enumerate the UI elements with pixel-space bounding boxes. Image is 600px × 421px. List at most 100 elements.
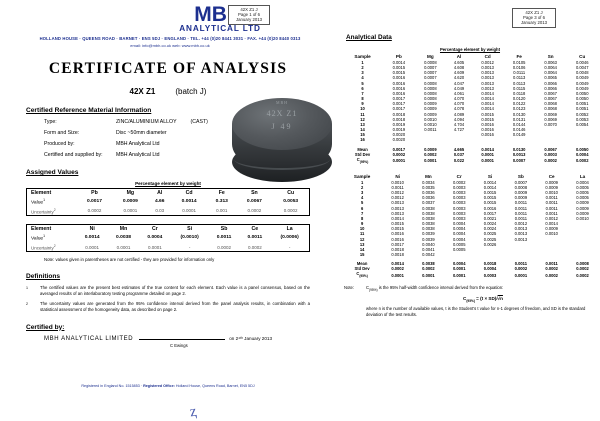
sample-number: 3	[360, 190, 364, 196]
stat-value: 0.0007	[512, 158, 526, 164]
stat-row: C(95%) 0.0001 0.0001 0.0001 0.0003 0.0001 0.00…	[342, 271, 598, 279]
stat-value: 0.0004	[483, 266, 497, 272]
cell-value: 0.0012	[514, 221, 528, 227]
assigned-values-heading: Assigned Values	[26, 169, 79, 176]
cell-value: 0.0008	[424, 80, 437, 86]
crm-value: ZINC/ALUMINIUM ALLOY	[116, 119, 177, 125]
cell-value: 4.66	[154, 199, 165, 205]
table-row: 14 0.0018 0.0041 0.0005	[342, 247, 598, 252]
definitions-heading: Definitions	[26, 273, 61, 281]
page-ref-box-left: 42X Z1 J Page 1 of 6 January 2013	[228, 5, 270, 25]
cell-value: 0.0015	[481, 111, 494, 117]
column-header: Mn	[425, 173, 432, 179]
cell-value: 4.078	[453, 106, 465, 112]
registration-footer: Registered in England No. 1515853 · Regi…	[0, 384, 336, 388]
stat-label: Mean	[357, 146, 368, 152]
material-id: 42X Z1 (batch J)	[0, 87, 336, 96]
cell-value: 0.0017	[391, 241, 404, 247]
definition-item: 2 The uncertainty values are generated f…	[26, 301, 310, 312]
crm-info-row: Form and Size: Disc ~50mm diameter	[44, 130, 336, 136]
right-column: Analytical Data Percentage element by we…	[340, 34, 600, 318]
cell-value: 0.0111	[513, 70, 526, 76]
stat-label: C(95%)	[356, 156, 369, 164]
table-row: 13 0.0019 0.0010 4.704 0.0016 0.0144 0.0070 0.0…	[342, 122, 598, 127]
cell-value: 0.0013	[481, 75, 494, 81]
cell-value: 0.0010	[391, 179, 404, 185]
assigned-values-caption: Percentage element by weight	[135, 181, 201, 186]
cell-value: 4.704	[453, 121, 465, 127]
cell-value: 0.0120	[512, 96, 526, 102]
cell-value: 0.0008	[424, 96, 437, 102]
table-header-row: Element Pb Mg Al Cd Fe Sn Cu	[27, 189, 310, 198]
cell-value: 0.0034	[422, 179, 435, 185]
table-row: 4 0.0012 0.0036 0.0003 0.0015 0.0009 0.0011 0.0…	[342, 195, 598, 200]
column-header: Si	[487, 173, 493, 179]
page-title: CERTIFICATE OF ANALYSIS	[48, 60, 288, 77]
stat-value: 0.0001	[452, 266, 466, 272]
column-header: La	[579, 173, 586, 179]
cell-value: 0.0014	[391, 215, 404, 221]
cell-value: 0.0018	[392, 116, 406, 122]
cell-value: 0.0010	[545, 190, 558, 196]
column-header: Fe	[218, 190, 225, 196]
disc-top	[232, 98, 332, 150]
cell-value: 0.0118	[513, 90, 526, 96]
cell-value: 0.0011	[216, 235, 232, 241]
column-header: Sn	[251, 190, 258, 196]
column-header: Cu	[287, 190, 295, 196]
cell-value: 0.0011	[424, 127, 437, 133]
note-label: Note:	[344, 285, 355, 291]
cell-value: 0.0131	[512, 116, 526, 122]
sample-number: 14	[360, 127, 365, 133]
table-row: 10 0.0017 0.0009 4.078 0.0014 0.0123 0.0068 0.0…	[342, 106, 598, 111]
cell-value: 0.0010	[424, 121, 437, 127]
cell-value: 0.0009	[424, 106, 437, 112]
cell-value: 0.0015	[481, 116, 494, 122]
cell-value: 0.0007	[514, 179, 528, 185]
table-row: Uncertainty2 0.0001 0.0001 0.0001 - 0.00…	[27, 243, 310, 252]
stat-value: 0.0011	[514, 261, 527, 267]
cell-value: 0.0049	[575, 80, 589, 86]
analytical-data-heading: Analytical Data	[346, 34, 392, 41]
stat-value: 0.022	[453, 158, 465, 164]
cell-value: 0.0010	[424, 116, 437, 122]
footer-bold: Registered Office:	[143, 384, 175, 388]
stat-value: 0.0002	[576, 266, 589, 272]
cell-value: 0.0005	[576, 195, 589, 201]
cell-value: 0.0068	[544, 101, 557, 107]
stat-value: 0.0004	[575, 151, 589, 157]
cell-value: 0.0130	[512, 111, 526, 117]
column-header: Cu	[579, 54, 586, 59]
cell-value: 0.0014	[483, 184, 497, 190]
table-row: 2 0.0015 0.0007 4.608 0.0013 0.0106 0.0064 0.00…	[342, 65, 598, 70]
cell-value: 0.0016	[392, 80, 406, 86]
cell-value: 0.0014	[481, 106, 494, 112]
cell-value: 0.0014	[481, 90, 494, 96]
cell-value: 0.0016	[481, 127, 494, 133]
cell-value: 0.0015	[483, 195, 497, 201]
cell-value: 0.0049	[575, 85, 589, 91]
cell-value: 0.0009	[545, 226, 558, 232]
stat-value: 0.0002	[392, 151, 406, 157]
cell-value: 0.0025	[483, 236, 497, 242]
cell-value: 0.0065	[544, 75, 557, 81]
sample-number: 1	[360, 179, 364, 185]
cell-value: 4.089	[453, 111, 465, 117]
cell-value: 0.0014	[481, 96, 494, 102]
stat-value: 0.0002	[422, 266, 435, 272]
stat-row: Std Dev 0.0002 0.0002 0.0001 0.0004 0.0002 0.0…	[342, 266, 598, 271]
cell-value: 0.0018	[391, 246, 404, 252]
crm-label: Type:	[44, 119, 57, 125]
definition-text: The uncertainty values are generated fro…	[40, 301, 310, 313]
cell-value: 0.0144	[512, 121, 526, 127]
crm-value: MBH Analytical Ltd	[116, 152, 160, 158]
cell-value: 0.0009	[545, 179, 558, 185]
footer-suffix: Holland House, Queens Road, Barnet, EN5 …	[174, 384, 255, 388]
stat-row: C(95%) 0.0001 0.0001 0.022 0.0001 0.0007 0.000…	[342, 157, 598, 165]
stat-value: 0.0002	[576, 272, 589, 278]
cell-value: 0.0013	[481, 85, 494, 91]
stat-value: 0.0001	[392, 158, 406, 164]
sample-number: 12	[360, 116, 365, 122]
table-header-row: Sample Ni Mn Cr Si Sb Ce La	[342, 174, 598, 180]
cell-value: 0.0046	[575, 60, 589, 65]
